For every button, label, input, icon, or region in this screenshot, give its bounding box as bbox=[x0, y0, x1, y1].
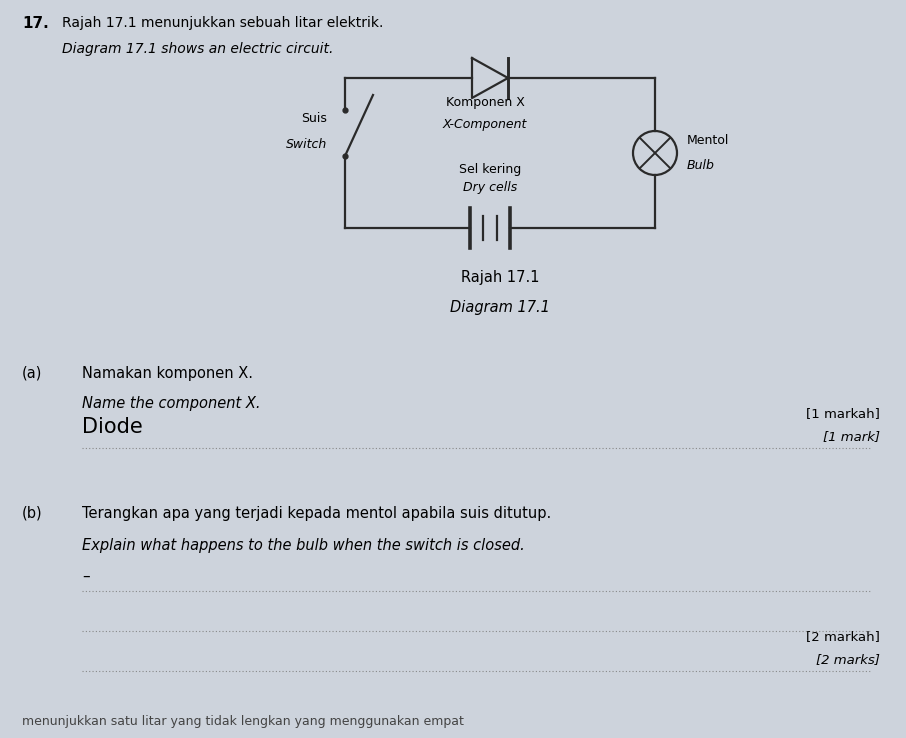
Text: Diagram 17.1: Diagram 17.1 bbox=[450, 300, 550, 315]
Text: Sel kering: Sel kering bbox=[458, 163, 521, 176]
Text: Explain what happens to the bulb when the switch is closed.: Explain what happens to the bulb when th… bbox=[82, 538, 525, 553]
Text: Bulb: Bulb bbox=[687, 159, 715, 172]
Text: X-Component: X-Component bbox=[443, 118, 527, 131]
Text: Rajah 17.1: Rajah 17.1 bbox=[461, 270, 539, 285]
Text: Dry cells: Dry cells bbox=[463, 181, 517, 194]
Text: Namakan komponen X.: Namakan komponen X. bbox=[82, 366, 253, 381]
Text: 17.: 17. bbox=[22, 16, 49, 31]
Text: menunjukkan satu litar yang tidak lengkan yang menggunakan empat: menunjukkan satu litar yang tidak lengka… bbox=[22, 715, 464, 728]
Text: –: – bbox=[82, 569, 90, 584]
Text: Name the component X.: Name the component X. bbox=[82, 396, 261, 411]
Text: Switch: Switch bbox=[285, 138, 327, 151]
Text: Komponen X: Komponen X bbox=[446, 96, 525, 109]
Text: [1 mark]: [1 mark] bbox=[823, 430, 880, 443]
Text: Diagram 17.1 shows an electric circuit.: Diagram 17.1 shows an electric circuit. bbox=[62, 42, 333, 56]
Text: Mentol: Mentol bbox=[687, 134, 729, 147]
Text: Diode: Diode bbox=[82, 417, 143, 437]
Text: Suis: Suis bbox=[301, 112, 327, 125]
Text: [2 marks]: [2 marks] bbox=[816, 653, 880, 666]
Text: (b): (b) bbox=[22, 506, 43, 521]
Text: [1 markah]: [1 markah] bbox=[806, 407, 880, 420]
Text: Rajah 17.1 menunjukkan sebuah litar elektrik.: Rajah 17.1 menunjukkan sebuah litar elek… bbox=[62, 16, 383, 30]
Text: Terangkan apa yang terjadi kepada mentol apabila suis ditutup.: Terangkan apa yang terjadi kepada mentol… bbox=[82, 506, 551, 521]
Text: (a): (a) bbox=[22, 366, 43, 381]
Text: [2 markah]: [2 markah] bbox=[806, 630, 880, 643]
